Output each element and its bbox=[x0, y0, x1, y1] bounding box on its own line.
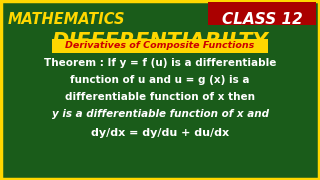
Text: Theorem : If y = f (u) is a differentiable: Theorem : If y = f (u) is a differentiab… bbox=[44, 58, 276, 68]
Text: MATHEMATICS: MATHEMATICS bbox=[8, 12, 125, 27]
Text: dy/dx = dy/du + du/dx: dy/dx = dy/du + du/dx bbox=[91, 128, 229, 138]
Text: differentiable function of x then: differentiable function of x then bbox=[65, 92, 255, 102]
Text: y is a differentiable function of x and: y is a differentiable function of x and bbox=[52, 109, 268, 119]
Text: CLASS 12: CLASS 12 bbox=[222, 12, 302, 27]
Text: function of u and u = g (x) is a: function of u and u = g (x) is a bbox=[70, 75, 250, 85]
Text: Derivatives of Composite Functions: Derivatives of Composite Functions bbox=[65, 40, 255, 50]
FancyBboxPatch shape bbox=[208, 2, 316, 25]
FancyBboxPatch shape bbox=[52, 39, 268, 53]
Text: DIFFERENTIABILTY: DIFFERENTIABILTY bbox=[52, 32, 268, 52]
